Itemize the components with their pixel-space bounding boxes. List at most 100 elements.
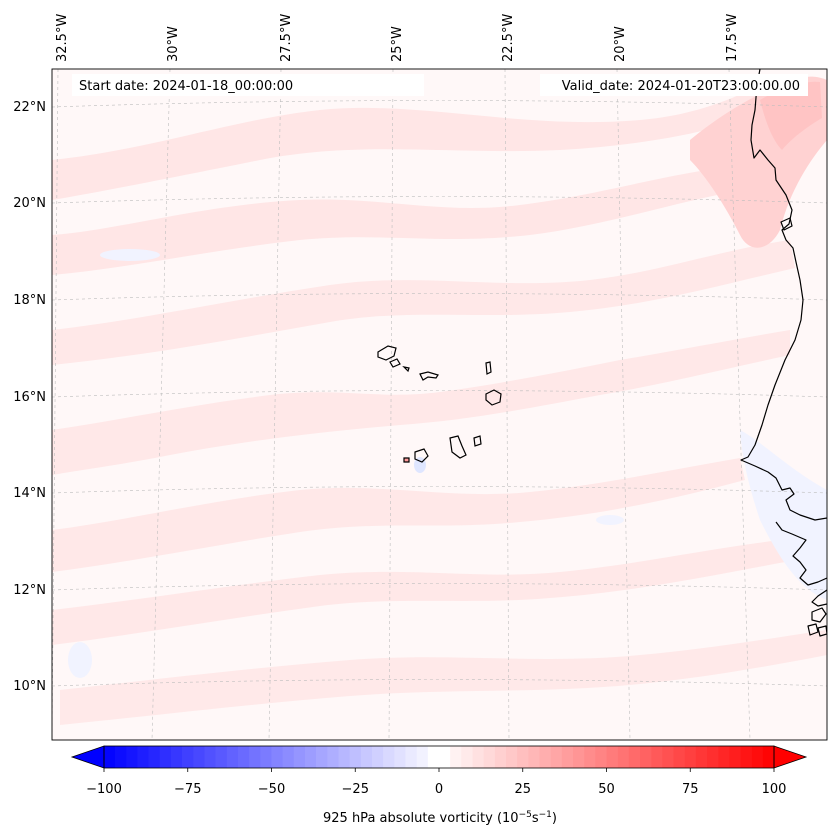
- valid-date-label: Valid_date: 2024-01-20T23:00:00.00: [562, 79, 800, 94]
- colorbar-cell: [171, 746, 183, 768]
- vorticity-band: [52, 330, 790, 475]
- latitude-labels: 22°N 20°N 18°N 16°N 14°N 12°N 10°N: [13, 100, 46, 694]
- africa-coastline: [740, 69, 827, 521]
- parallel-line: [52, 679, 827, 687]
- colorbar-cell: [115, 746, 127, 768]
- colorbar-cell: [506, 746, 518, 768]
- vorticity-maximum: [760, 81, 822, 150]
- island-santa-luzia: [402, 366, 410, 373]
- colorbar-cell: [751, 746, 764, 768]
- colorbar-tick-label: 75: [682, 782, 699, 797]
- island-maio: [473, 435, 482, 447]
- longitude-label: 32.5°W: [55, 14, 70, 62]
- meridian-line: [504, 69, 510, 740]
- colorbar-cells: [104, 746, 775, 768]
- colorbar-cell: [338, 746, 350, 768]
- colorbar-cell: [472, 746, 484, 768]
- colorbar-cell: [561, 746, 574, 768]
- colorbar-tick-label: 100: [762, 782, 787, 797]
- vorticity-band: [52, 165, 745, 275]
- colorbar-cell: [617, 746, 630, 768]
- latitude-label: 14°N: [13, 486, 46, 501]
- coastal-island: [817, 625, 827, 637]
- start-date-box: [72, 74, 424, 96]
- coastal-island: [780, 217, 793, 231]
- colorbar-cell: [349, 746, 362, 768]
- colorbar-cell: [528, 746, 540, 768]
- colorbar-ticks: −100 −75 −50 −25 0 25 50 75 100: [86, 768, 786, 797]
- colorbar-cell: [539, 746, 551, 768]
- colorbar: −100 −75 −50 −25 0 25 50 75 100 925 hPa absolute…: [70, 745, 808, 826]
- island-sao-vicente: [389, 358, 401, 368]
- parallel-line: [52, 293, 827, 301]
- colorbar-cell: [226, 746, 239, 768]
- negative-vorticity-patch: [100, 249, 160, 261]
- parallel-line: [52, 583, 827, 591]
- parallel-line: [52, 196, 827, 204]
- cape-verde-islands: [377, 345, 502, 463]
- coastal-island: [811, 607, 827, 623]
- meridian-line: [728, 69, 751, 740]
- longitude-label: 17.5°W: [725, 14, 740, 62]
- island-sao-nicolau: [419, 371, 439, 381]
- colorbar-cell: [573, 746, 585, 768]
- meridian-line: [268, 69, 282, 740]
- map-panel: Start date: 2024-01-18_00:00:00 Valid_da…: [52, 69, 827, 740]
- longitude-label: 22.5°W: [501, 14, 516, 62]
- colorbar-cell: [372, 746, 384, 768]
- colorbar-cell: [394, 746, 406, 768]
- parallel-line: [52, 486, 827, 494]
- colorbar-cell: [494, 746, 507, 768]
- colorbar-cell: [762, 746, 775, 768]
- colorbar-cell: [673, 746, 685, 768]
- colorbar-cell: [595, 746, 607, 768]
- colorbar-cell: [137, 746, 149, 768]
- map-frame: [51, 68, 828, 741]
- coastal-island: [807, 623, 819, 636]
- island-sal: [485, 361, 492, 375]
- longitude-label: 25°W: [390, 26, 405, 62]
- longitude-label: 30°W: [166, 26, 181, 62]
- colorbar-tick-label: −25: [342, 782, 369, 797]
- colorbar-cell: [729, 746, 741, 768]
- latitude-label: 10°N: [13, 679, 46, 694]
- colorbar-cell: [238, 746, 250, 768]
- parallel-line: [52, 390, 827, 398]
- colorbar-cell: [193, 746, 205, 768]
- island-fogo: [414, 448, 429, 463]
- negative-vorticity-patch: [596, 515, 624, 525]
- colorbar-cell: [684, 746, 697, 768]
- latitude-label: 22°N: [13, 100, 46, 115]
- colorbar-tick-label: 50: [598, 782, 615, 797]
- colorbar-cell: [606, 746, 618, 768]
- colorbar-tick-label: 0: [435, 782, 443, 797]
- vorticity-band: [52, 540, 785, 645]
- africa-coastline: [811, 589, 827, 607]
- longitude-label: 20°W: [613, 26, 628, 62]
- longitude-label: 27.5°W: [279, 14, 294, 62]
- vorticity-contours: [52, 76, 827, 725]
- colorbar-cell: [327, 746, 339, 768]
- parallel-line: [52, 100, 827, 108]
- colorbar-cell: [316, 746, 328, 768]
- island-santiago: [449, 435, 467, 459]
- colorbar-cell: [718, 746, 730, 768]
- colorbar-cell: [282, 746, 295, 768]
- colorbar-cell: [215, 746, 228, 768]
- colorbar-extend-min: [70, 745, 105, 769]
- colorbar-extend-max: [773, 745, 808, 769]
- colorbar-cell: [439, 746, 451, 768]
- meridian-line: [388, 69, 394, 740]
- colorbar-cell: [695, 746, 708, 768]
- colorbar-cell: [740, 746, 752, 768]
- colorbar-cell: [260, 746, 272, 768]
- colorbar-cell: [305, 746, 317, 768]
- meridian-line: [151, 69, 171, 740]
- colorbar-cell: [360, 746, 373, 768]
- colorbar-tick-label: 25: [514, 782, 531, 797]
- africa-coastline: [775, 521, 827, 586]
- colorbar-cell: [628, 746, 641, 768]
- colorbar-cell: [450, 746, 462, 768]
- colorbar-cell: [204, 746, 216, 768]
